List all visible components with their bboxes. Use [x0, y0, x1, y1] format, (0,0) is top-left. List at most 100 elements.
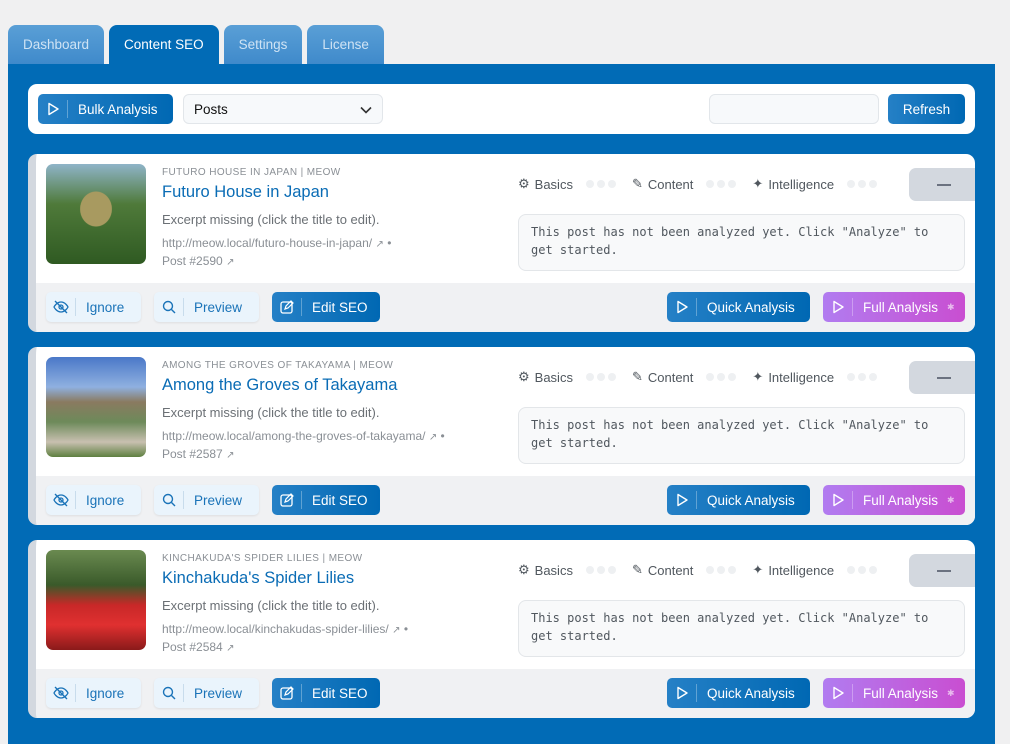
full-analysis-button[interactable]: Full Analysis ✱ — [823, 485, 965, 515]
score-content: ✎ Content — [631, 562, 737, 578]
gear-icon: ⚙ — [518, 369, 530, 384]
edit-seo-button[interactable]: Edit SEO — [272, 485, 380, 515]
post-id-link[interactable]: Post #2584 — [162, 640, 223, 654]
post-kicker: FUTURO HOUSE IN JAPAN | MEOW — [162, 167, 341, 178]
post-id-link[interactable]: Post #2587 — [162, 447, 223, 461]
feather-icon: ✎ — [631, 369, 643, 384]
external-link-icon[interactable]: ↗ — [226, 257, 235, 268]
chevron-down-icon — [360, 102, 372, 117]
post-url-link[interactable]: http://meow.local/futuro-house-in-japan/ — [162, 236, 373, 250]
eye-off-icon — [46, 491, 76, 509]
post-card: AMONG THE GROVES OF TAKAYAMA | MEOW Amon… — [28, 347, 975, 525]
bulk-analysis-button[interactable]: Bulk Analysis — [38, 94, 173, 124]
post-excerpt: Excerpt missing (click the title to edit… — [162, 405, 380, 420]
score-content: ✎ Content — [631, 176, 737, 192]
external-link-icon[interactable]: ↗ — [375, 239, 384, 250]
quick-analysis-button[interactable]: Quick Analysis — [667, 292, 810, 322]
external-link-icon[interactable]: ↗ — [226, 450, 235, 461]
play-icon — [38, 100, 68, 118]
post-type-select[interactable]: Posts — [183, 94, 383, 124]
quick-analysis-button[interactable]: Quick Analysis — [667, 485, 810, 515]
post-url-link[interactable]: http://meow.local/kinchakudas-spider-lil… — [162, 622, 389, 636]
post-kicker: KINCHAKUDA'S SPIDER LILIES | MEOW — [162, 553, 363, 564]
sparkles-icon: ✦ — [752, 562, 764, 577]
score-intelligence: ✦ Intelligence — [752, 562, 878, 578]
post-card: FUTURO HOUSE IN JAPAN | MEOW Futuro Hous… — [28, 154, 975, 332]
post-thumbnail[interactable] — [46, 164, 146, 264]
play-icon — [667, 684, 697, 702]
sparkles-icon: ✦ — [752, 176, 764, 191]
tab-content-seo[interactable]: Content SEO — [109, 25, 219, 64]
post-url-link[interactable]: http://meow.local/among-the-groves-of-ta… — [162, 429, 426, 443]
preview-button[interactable]: Preview — [154, 485, 259, 515]
tab-license[interactable]: License — [307, 25, 384, 64]
search-input[interactable] — [709, 94, 879, 124]
play-icon — [823, 298, 853, 316]
preview-button[interactable]: Preview — [154, 292, 259, 322]
post-title-link[interactable]: Among the Groves of Takayama — [162, 376, 398, 394]
external-link-icon[interactable]: ↗ — [392, 625, 401, 636]
card-footer: Ignore Preview Edit SEO Quick Analysis F… — [36, 669, 975, 718]
post-excerpt: Excerpt missing (click the title to edit… — [162, 212, 380, 227]
collapse-button[interactable] — [909, 554, 975, 587]
minus-icon — [937, 569, 951, 572]
refresh-button[interactable]: Refresh — [888, 94, 965, 124]
post-type-value: Posts — [194, 101, 228, 117]
tab-bar: Dashboard Content SEO Settings License — [8, 25, 384, 64]
toolbar: Bulk Analysis Posts Refresh — [28, 84, 975, 134]
play-icon — [667, 491, 697, 509]
external-link-icon[interactable]: ↗ — [428, 432, 438, 443]
pro-star-icon: ✱ — [947, 687, 955, 698]
post-thumbnail[interactable] — [46, 550, 146, 650]
search-icon — [154, 684, 184, 702]
score-content: ✎ Content — [631, 369, 737, 385]
pro-star-icon: ✱ — [947, 301, 955, 312]
post-excerpt: Excerpt missing (click the title to edit… — [162, 598, 380, 613]
play-icon — [667, 298, 697, 316]
content-panel: Bulk Analysis Posts Refresh FUTURO HOUSE… — [8, 64, 995, 744]
score-basics: ⚙ Basics — [518, 369, 616, 385]
post-kicker: AMONG THE GROVES OF TAKAYAMA | MEOW — [162, 360, 394, 371]
post-title-link[interactable]: Futuro House in Japan — [162, 183, 329, 201]
full-analysis-button[interactable]: Full Analysis ✱ — [823, 292, 965, 322]
tab-settings[interactable]: Settings — [223, 25, 303, 64]
post-thumbnail[interactable] — [46, 357, 146, 457]
ignore-button[interactable]: Ignore — [46, 678, 141, 708]
feather-icon: ✎ — [631, 562, 643, 577]
card-footer: Ignore Preview Edit SEO Quick Analysis F… — [36, 476, 975, 525]
gear-icon: ⚙ — [518, 562, 530, 577]
play-icon — [823, 491, 853, 509]
edit-icon — [272, 298, 302, 316]
post-id-link[interactable]: Post #2590 — [162, 254, 223, 268]
sparkles-icon: ✦ — [752, 369, 764, 384]
analysis-message: This post has not been analyzed yet. Cli… — [518, 214, 965, 271]
card-footer: Ignore Preview Edit SEO Quick Analysis F… — [36, 283, 975, 332]
collapse-button[interactable] — [909, 168, 975, 201]
score-basics: ⚙ Basics — [518, 176, 616, 192]
full-analysis-button[interactable]: Full Analysis ✱ — [823, 678, 965, 708]
quick-analysis-button[interactable]: Quick Analysis — [667, 678, 810, 708]
edit-seo-button[interactable]: Edit SEO — [272, 678, 380, 708]
edit-seo-button[interactable]: Edit SEO — [272, 292, 380, 322]
ignore-button[interactable]: Ignore — [46, 292, 141, 322]
bulk-analysis-label: Bulk Analysis — [78, 101, 158, 117]
edit-icon — [272, 491, 302, 509]
eye-off-icon — [46, 684, 76, 702]
post-title-link[interactable]: Kinchakuda's Spider Lilies — [162, 569, 355, 587]
edit-icon — [272, 684, 302, 702]
score-basics: ⚙ Basics — [518, 562, 616, 578]
external-link-icon[interactable]: ↗ — [226, 643, 235, 654]
analysis-message: This post has not been analyzed yet. Cli… — [518, 407, 965, 464]
tab-dashboard[interactable]: Dashboard — [8, 25, 105, 64]
ignore-button[interactable]: Ignore — [46, 485, 141, 515]
score-intelligence: ✦ Intelligence — [752, 176, 878, 192]
feather-icon: ✎ — [631, 176, 643, 191]
score-intelligence: ✦ Intelligence — [752, 369, 878, 385]
gear-icon: ⚙ — [518, 176, 530, 191]
collapse-button[interactable] — [909, 361, 975, 394]
pro-star-icon: ✱ — [947, 494, 955, 505]
eye-off-icon — [46, 298, 76, 316]
preview-button[interactable]: Preview — [154, 678, 259, 708]
minus-icon — [937, 376, 951, 379]
play-icon — [823, 684, 853, 702]
